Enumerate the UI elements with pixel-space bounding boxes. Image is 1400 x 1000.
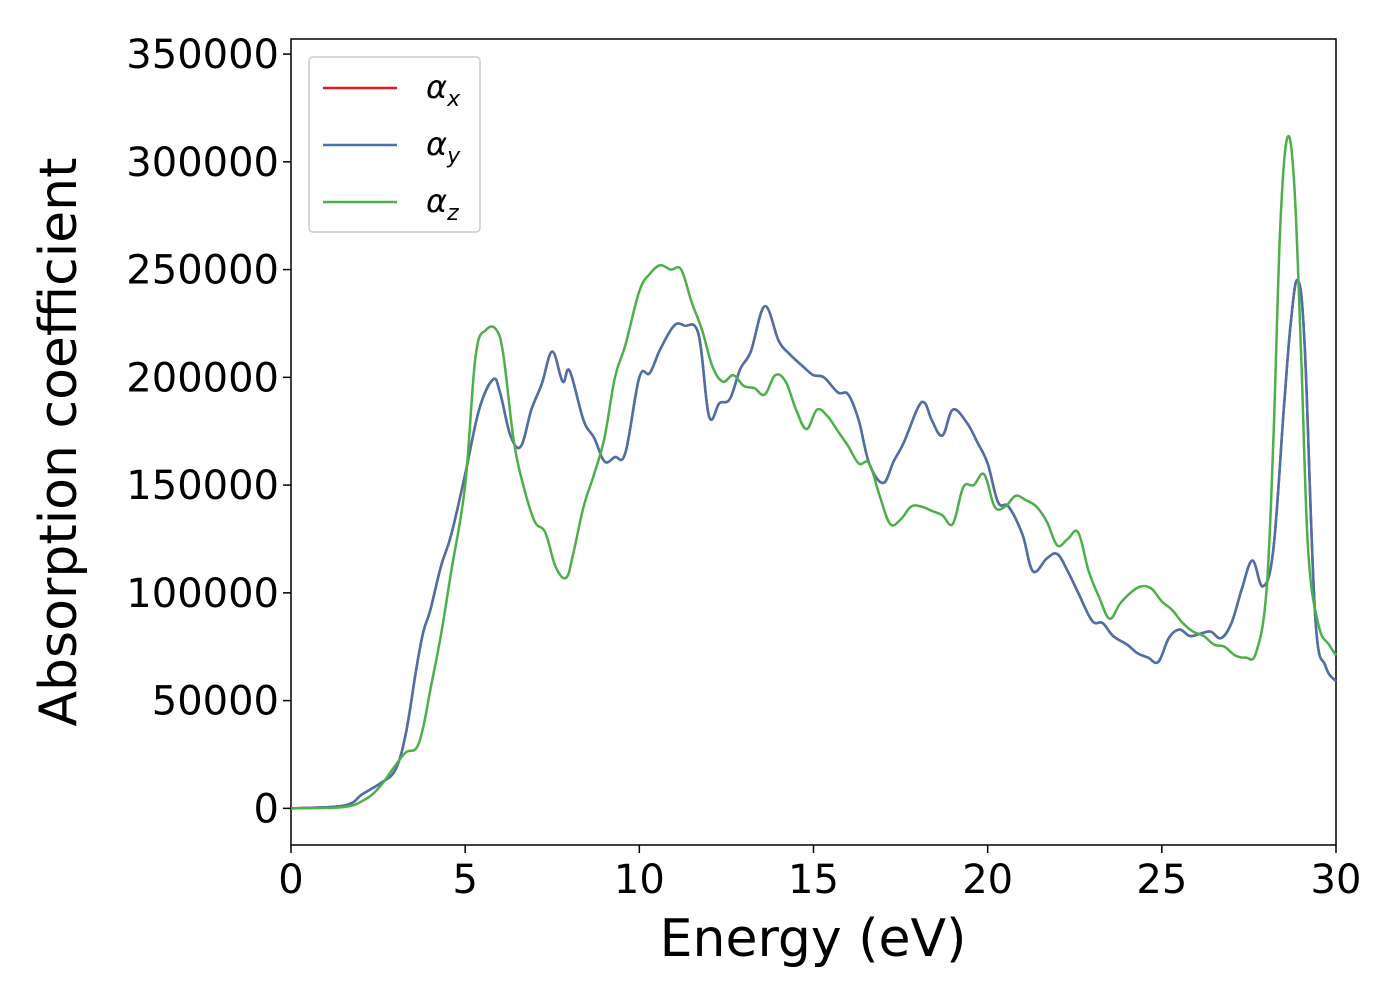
x-tick-label: 30 — [1311, 857, 1362, 903]
x-axis-ticks: 0 5 10 15 20 25 30 — [278, 845, 1361, 903]
x-tick-label: 15 — [788, 857, 839, 903]
legend-label-y: αy — [426, 125, 461, 169]
x-axis-label: Energy (eV) — [660, 909, 967, 969]
y-tick-label: 200000 — [126, 355, 279, 401]
y-tick-label: 150000 — [126, 463, 279, 509]
x-tick-label: 5 — [452, 857, 477, 903]
y-tick-label: 0 — [254, 786, 279, 832]
legend-label-x: αx — [426, 68, 461, 112]
series-layer — [290, 134, 1338, 810]
legend-entries: αx αy αz — [323, 68, 461, 226]
y-tick-label: 100000 — [126, 571, 279, 617]
y-tick-label: 250000 — [126, 248, 279, 294]
y-tick-label: 350000 — [126, 32, 279, 78]
x-tick-label: 25 — [1136, 857, 1187, 903]
legend-label-z: αz — [426, 182, 459, 226]
x-tick-label: 20 — [962, 857, 1013, 903]
x-tick-label: 10 — [614, 857, 665, 903]
legend: αx αy αz — [308, 56, 481, 233]
series-line-z — [290, 134, 1338, 810]
y-tick-label: 300000 — [126, 140, 279, 186]
y-axis-label: Absorption coefficient — [29, 157, 89, 726]
y-axis-ticks: 0 50000 100000 150000 200000 250000 300000 3500… — [126, 32, 291, 832]
x-tick-label: 0 — [278, 857, 303, 903]
y-tick-label: 50000 — [152, 679, 279, 725]
